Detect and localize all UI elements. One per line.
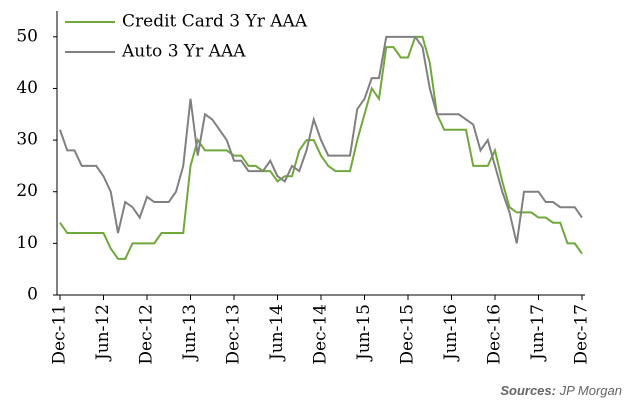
x-tick-label: Dec-16 [485,304,505,365]
x-tick-label: Dec-14 [311,304,331,365]
y-tick-label: 30 [16,130,38,150]
x-tick-label: Dec-17 [572,304,592,365]
x-tick-label: Dec-13 [224,304,244,365]
legend-label: Auto 3 Yr AAA [121,42,246,62]
x-tick-label: Jun-13 [180,304,200,362]
x-tick-label: Jun-14 [267,304,287,362]
y-tick-label: 0 [27,285,38,305]
y-tick-label: 40 [16,78,38,98]
series-line [59,35,583,260]
x-tick-label: Jun-17 [528,304,548,362]
y-tick-label: 20 [16,181,38,201]
x-tick-label: Jun-12 [93,304,113,362]
source-label: Sources: [500,383,556,398]
y-tick-label: 50 [16,26,38,46]
x-tick-label: Dec-15 [398,304,418,365]
legend-label: Credit Card 3 Yr AAA [122,12,308,32]
x-tick-label: Dec-11 [50,304,70,365]
x-tick-label: Dec-12 [137,304,157,365]
series-line [59,35,583,244]
y-tick-label: 10 [16,233,38,253]
x-tick-label: Jun-15 [354,304,374,362]
source-text: JP Morgan [559,383,622,398]
source: Sources: JP Morgan [500,383,622,398]
x-tick-label: Jun-16 [441,304,461,362]
